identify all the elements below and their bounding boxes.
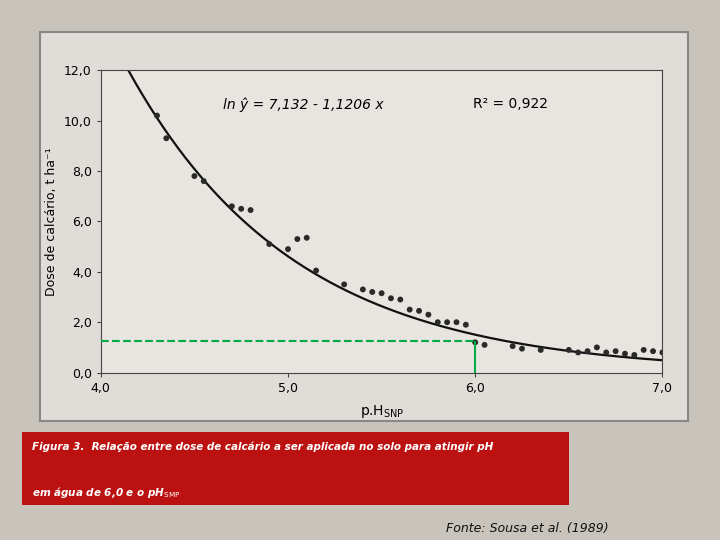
Point: [535, 346, 546, 354]
Point: [413, 307, 425, 315]
Point: [582, 347, 593, 355]
Point: [395, 295, 406, 304]
Point: [657, 348, 668, 357]
Point: [647, 347, 659, 355]
Point: [357, 285, 369, 294]
Point: [292, 235, 303, 244]
Point: [460, 320, 472, 329]
Y-axis label: Dose de calcário, t ha⁻¹: Dose de calcário, t ha⁻¹: [45, 147, 58, 296]
Point: [516, 345, 528, 353]
Point: [338, 280, 350, 289]
Text: R² = 0,922: R² = 0,922: [473, 97, 548, 111]
Point: [479, 341, 490, 349]
Point: [629, 350, 640, 359]
Point: [151, 111, 163, 120]
Point: [432, 318, 444, 327]
Point: [591, 343, 603, 352]
Point: [264, 240, 275, 248]
Point: [282, 245, 294, 253]
Point: [423, 310, 434, 319]
Point: [572, 348, 584, 357]
Point: [619, 349, 631, 358]
Point: [189, 172, 200, 180]
Point: [563, 346, 575, 354]
Point: [310, 266, 322, 275]
Point: [161, 134, 172, 143]
Point: [638, 346, 649, 354]
Point: [451, 318, 462, 327]
Point: [404, 305, 415, 314]
Text: em água de 6,0 e o pH$_{\mathrm{SMP}}$: em água de 6,0 e o pH$_{\mathrm{SMP}}$: [32, 484, 181, 500]
Text: p.H$_{\mathrm{SNP}}$: p.H$_{\mathrm{SNP}}$: [359, 403, 404, 420]
Text: Fonte: Sousa et al. (1989): Fonte: Sousa et al. (1989): [446, 522, 609, 535]
Point: [507, 342, 518, 350]
Point: [610, 347, 621, 355]
Text: Figura 3.  Relação entre dose de calcário a ser aplicada no solo para atingir pH: Figura 3. Relação entre dose de calcário…: [32, 442, 494, 452]
Point: [301, 233, 312, 242]
Point: [376, 289, 387, 298]
Point: [441, 318, 453, 327]
Point: [600, 348, 612, 357]
Point: [198, 177, 210, 185]
Point: [366, 288, 378, 296]
Point: [245, 206, 256, 214]
Point: [235, 205, 247, 213]
Point: [385, 294, 397, 302]
Point: [469, 338, 481, 347]
Text: ln ŷ = 7,132 - 1,1206 x: ln ŷ = 7,132 - 1,1206 x: [222, 97, 383, 112]
Point: [226, 202, 238, 211]
